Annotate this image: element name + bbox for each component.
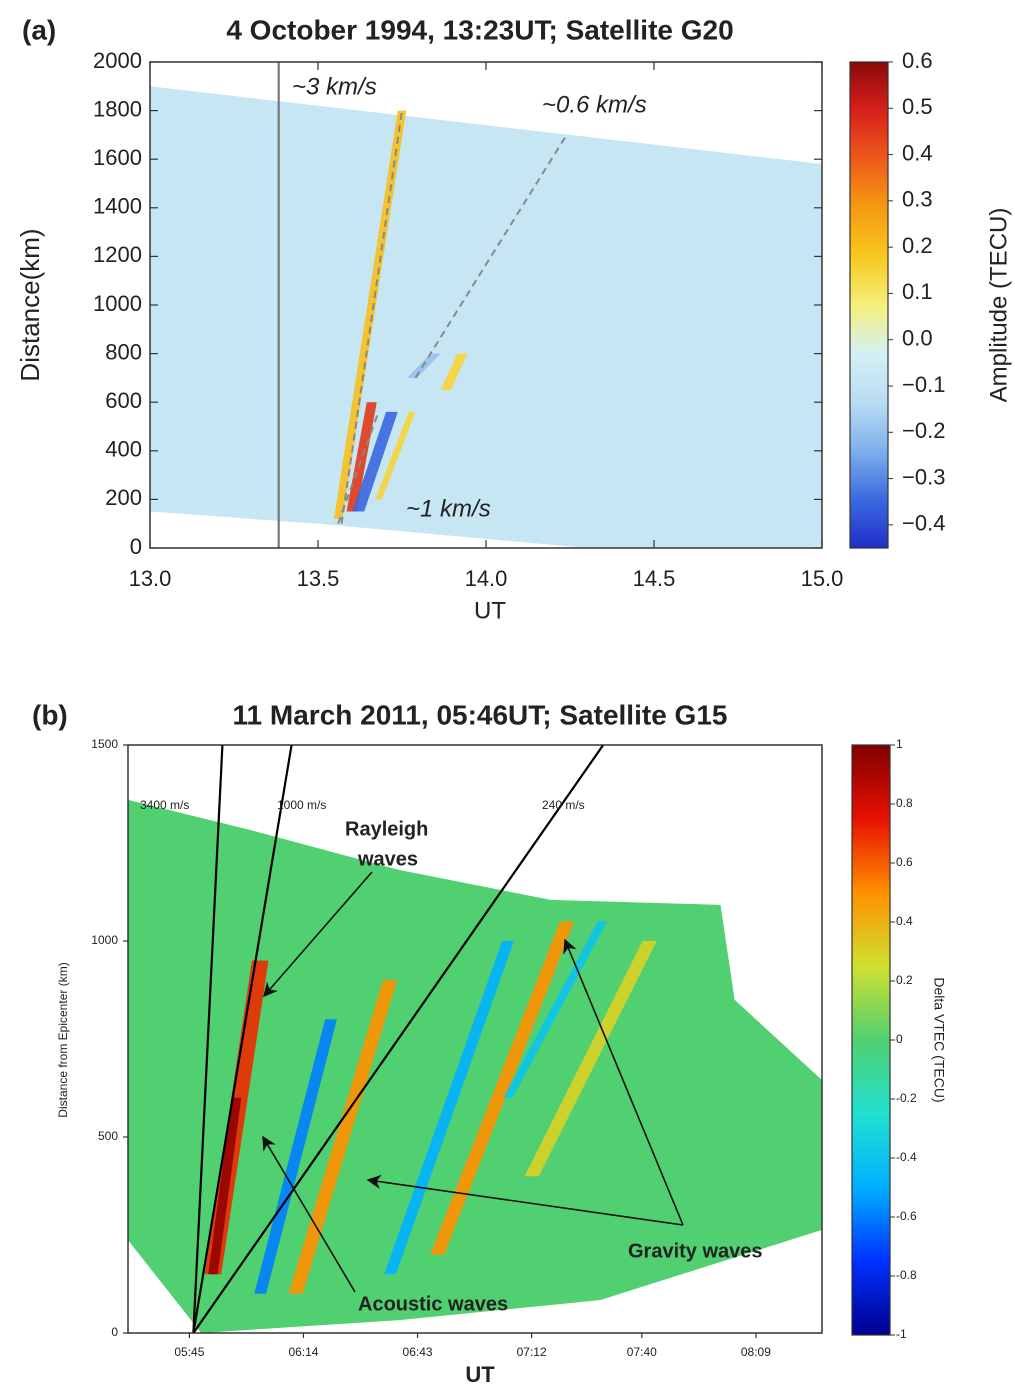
y-tick-label: 600 <box>105 388 142 413</box>
x-tick-label: 13.5 <box>297 566 340 591</box>
wave-annotation: Gravity waves <box>628 1240 763 1262</box>
y-tick-label: 1200 <box>93 242 142 267</box>
x-tick-label: 07:40 <box>627 1345 657 1359</box>
x-axis-label: UT <box>465 1362 495 1387</box>
velocity-line <box>337 411 380 525</box>
velocity-label: 240 m/s <box>542 798 585 812</box>
y-tick-label: 0 <box>130 534 142 559</box>
colorbar-tick-label: 0.5 <box>902 94 933 119</box>
arrow <box>263 871 373 998</box>
colorbar-tick-label: 0.2 <box>902 233 933 258</box>
wave-annotation: Acoustic waves <box>358 1293 508 1315</box>
velocity-line <box>192 745 605 1333</box>
plot-frame <box>127 744 823 1334</box>
chart-title: 4 October 1994, 13:23UT; Satellite G20 <box>226 14 733 45</box>
anomaly-streak <box>208 1097 242 1275</box>
y-tick-label: 1800 <box>93 96 142 121</box>
anomaly-streak <box>503 921 608 1098</box>
arrow <box>366 1174 684 1226</box>
y-tick-label: 400 <box>105 437 142 462</box>
colorbar-tick-label: −0.2 <box>902 418 945 443</box>
x-tick-label: 05:45 <box>174 1345 204 1359</box>
colorbar-label: Delta VTEC (TECU) <box>931 977 947 1102</box>
x-axis-label: UT <box>474 597 506 624</box>
colorbar-tick-label: −0.4 <box>902 511 945 536</box>
arrow <box>563 938 684 1226</box>
y-tick-label: 1400 <box>93 194 142 219</box>
y-tick-label: 1000 <box>93 291 142 316</box>
anomaly-streak <box>440 353 468 391</box>
data-coverage <box>128 799 822 1333</box>
anomaly-streak <box>430 921 575 1255</box>
anomaly-streak <box>375 411 416 500</box>
arrow <box>262 1135 356 1293</box>
colorbar-tick-label: −0.1 <box>902 372 945 397</box>
plot-area <box>150 62 822 548</box>
anomaly-streak <box>384 941 514 1275</box>
colorbar-tick-label: -0.2 <box>896 1091 917 1105</box>
y-tick-label: 2000 <box>93 48 142 73</box>
x-tick-label: 13.0 <box>129 566 172 591</box>
anomaly-streak <box>288 980 398 1294</box>
colorbar-label: Amplitude (TECU) <box>985 208 1012 403</box>
colorbar-tick-label: 0 <box>896 1032 903 1046</box>
y-tick-label: 1500 <box>91 737 118 751</box>
chart-title: 11 March 2011, 05:46UT; Satellite G15 <box>233 699 728 730</box>
colorbar <box>851 744 891 1336</box>
anomaly-streak <box>333 110 407 519</box>
x-tick-label: 14.5 <box>633 566 676 591</box>
colorbar-tick-label: -1 <box>896 1327 907 1341</box>
wave-annotation: Rayleigh <box>345 818 428 840</box>
velocity-line <box>340 110 403 524</box>
y-tick-label: 200 <box>105 485 142 510</box>
y-tick-label: 1000 <box>91 933 118 947</box>
colorbar-tick-label: -0.6 <box>896 1209 917 1223</box>
velocity-label: ~0.6 km/s <box>542 91 647 118</box>
colorbar-tick-label: 0.0 <box>902 326 933 351</box>
y-tick-label: 1600 <box>93 145 142 170</box>
x-tick-label: 06:14 <box>288 1345 318 1359</box>
plot-area <box>128 745 822 1333</box>
y-tick-label: 500 <box>98 1129 118 1143</box>
x-tick-label: 08:09 <box>741 1345 771 1359</box>
x-tick-label: 07:12 <box>517 1345 547 1359</box>
colorbar-tick-label: 0.6 <box>896 855 913 869</box>
velocity-label: 3400 m/s <box>140 798 189 812</box>
colorbar-tick-label: −0.3 <box>902 464 945 489</box>
colorbar-tick-label: 1 <box>896 737 903 751</box>
anomaly-streak <box>254 1019 337 1294</box>
panel-label: (a) <box>22 14 56 45</box>
x-tick-label: 15.0 <box>801 566 844 591</box>
velocity-line <box>192 745 293 1333</box>
wave-annotation: waves <box>357 848 418 870</box>
y-tick-label: 800 <box>105 339 142 364</box>
colorbar-tick-label: 0.4 <box>902 140 933 165</box>
colorbar-tick-label: -0.4 <box>896 1150 917 1164</box>
x-tick-label: 06:43 <box>403 1345 433 1359</box>
x-tick-label: 14.0 <box>465 566 508 591</box>
y-axis-label: Distance(km) <box>15 228 45 381</box>
velocity-line <box>192 745 224 1333</box>
colorbar-tick-label: 0.4 <box>896 914 913 928</box>
anomaly-streak <box>524 941 657 1177</box>
anomaly-streak <box>352 411 398 512</box>
velocity-label: ~3 km/s <box>292 73 377 100</box>
colorbar-tick-label: 0.6 <box>902 48 933 73</box>
panel-label: (b) <box>32 699 68 730</box>
y-axis-label: Distance from Epicenter (km) <box>56 962 70 1117</box>
colorbar-tick-label: 0.3 <box>902 187 933 212</box>
colorbar <box>849 61 889 549</box>
velocity-label: 1000 m/s <box>277 798 326 812</box>
velocity-label: ~1 km/s <box>406 495 491 522</box>
arrows <box>262 871 684 1293</box>
colorbar-tick-label: -0.8 <box>896 1268 917 1282</box>
anomaly-streak <box>346 402 377 512</box>
data-coverage <box>150 86 822 548</box>
y-tick-label: 0 <box>111 1325 118 1339</box>
colorbar-tick-label: 0.8 <box>896 796 913 810</box>
colorbar-tick-label: 0.1 <box>902 279 933 304</box>
colorbar-tick-label: 0.2 <box>896 973 913 987</box>
